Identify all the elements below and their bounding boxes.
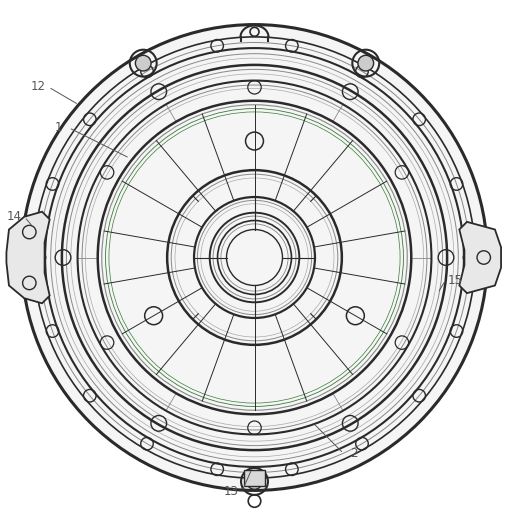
Text: 12: 12 xyxy=(31,80,46,94)
Text: 15: 15 xyxy=(448,274,463,287)
Polygon shape xyxy=(7,212,50,303)
Circle shape xyxy=(21,25,488,490)
Polygon shape xyxy=(459,222,501,293)
Text: 1: 1 xyxy=(55,121,62,134)
Text: 2: 2 xyxy=(350,447,357,460)
Bar xyxy=(244,471,265,486)
Text: 13: 13 xyxy=(224,485,239,498)
Text: 14: 14 xyxy=(7,210,22,224)
Circle shape xyxy=(135,55,151,71)
Circle shape xyxy=(358,55,374,71)
Circle shape xyxy=(247,474,262,489)
